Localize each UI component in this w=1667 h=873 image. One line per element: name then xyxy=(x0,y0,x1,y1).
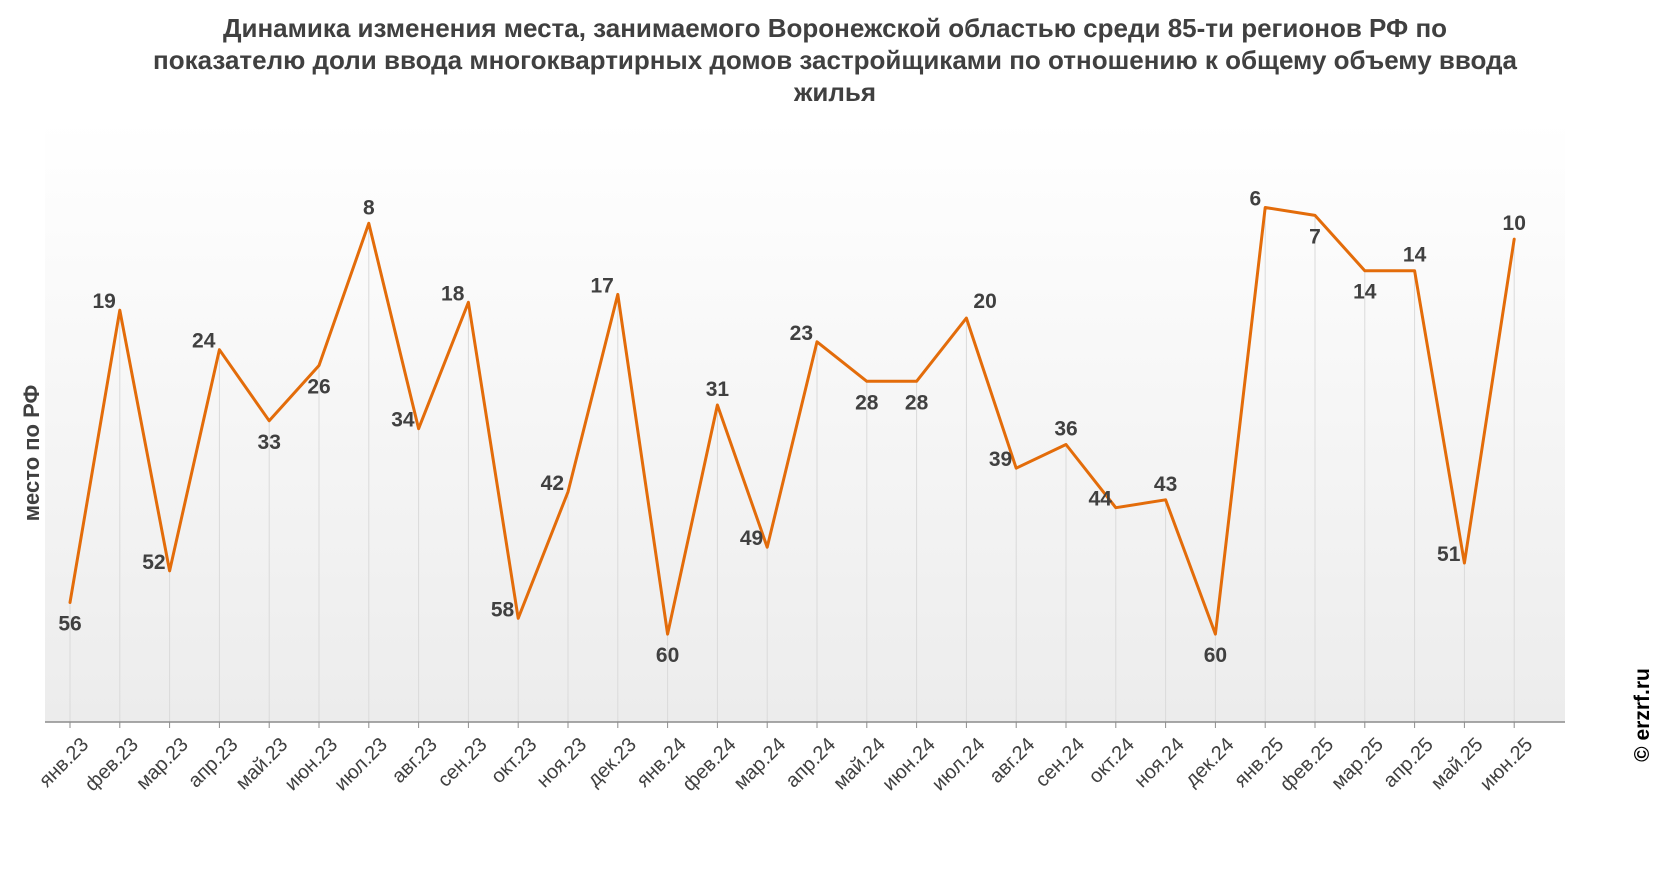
data-label: 44 xyxy=(1088,488,1112,511)
data-label: 19 xyxy=(92,290,115,313)
x-tick-label: сен.23 xyxy=(434,734,492,792)
x-tick-label: июн.24 xyxy=(878,734,940,796)
data-label: 33 xyxy=(258,431,281,454)
data-label: 42 xyxy=(541,472,564,495)
x-tick-label: апр.23 xyxy=(184,734,243,793)
x-tick-label: июл.23 xyxy=(330,734,392,796)
x-tick-label: окт.24 xyxy=(1085,734,1139,788)
data-label: 58 xyxy=(491,598,515,621)
data-label: 56 xyxy=(58,613,81,636)
data-label: 36 xyxy=(1054,418,1077,441)
x-tick-label: сен.24 xyxy=(1031,734,1089,792)
x-tick-label: июн.25 xyxy=(1476,734,1538,796)
x-axis-labels: янв.23фев.23мар.23апр.23май.23июн.23июл.… xyxy=(35,734,1537,796)
data-label: 18 xyxy=(441,282,465,305)
x-tick-label: июн.23 xyxy=(281,734,343,796)
x-tick-label: фев.24 xyxy=(678,734,740,796)
chart-title: Динамика изменения места, занимаемого Во… xyxy=(152,13,1518,107)
data-label: 28 xyxy=(855,391,879,414)
x-axis-ticks xyxy=(69,722,1515,728)
x-tick-label: июл.24 xyxy=(928,734,990,796)
data-label: 60 xyxy=(1204,644,1227,667)
data-label: 8 xyxy=(363,196,375,219)
series-line-group xyxy=(68,206,1516,636)
data-label: 51 xyxy=(1437,543,1461,566)
grid-lines xyxy=(69,207,1515,722)
x-tick-label: мар.24 xyxy=(730,734,791,795)
data-label: 20 xyxy=(973,290,996,313)
x-tick-label: ноя.23 xyxy=(533,734,592,793)
data-label: 14 xyxy=(1403,244,1427,267)
x-tick-label: авг.23 xyxy=(388,734,442,788)
x-tick-label: дек.23 xyxy=(583,734,641,792)
x-tick-label: май.23 xyxy=(232,734,293,795)
x-tick-label: авг.24 xyxy=(985,734,1039,788)
data-label: 17 xyxy=(590,274,613,297)
data-label: 43 xyxy=(1154,473,1177,496)
x-tick-label: апр.24 xyxy=(782,734,841,793)
data-label: 39 xyxy=(989,448,1012,471)
data-label: 34 xyxy=(391,409,415,432)
x-tick-label: ноя.24 xyxy=(1130,734,1189,793)
data-label: 26 xyxy=(307,376,330,399)
x-tick-label: дек.24 xyxy=(1181,734,1239,792)
x-tick-label: май.25 xyxy=(1427,734,1488,795)
x-tick-label: окт.23 xyxy=(487,734,541,788)
data-label: 14 xyxy=(1353,281,1377,304)
x-tick-label: мар.25 xyxy=(1327,734,1388,795)
x-tick-label: фев.23 xyxy=(81,734,143,796)
data-label: 52 xyxy=(142,551,165,574)
x-tick-label: май.24 xyxy=(829,734,890,795)
data-label: 31 xyxy=(706,378,730,401)
plot-background xyxy=(45,120,1565,722)
series-line xyxy=(68,206,1516,636)
data-label: 10 xyxy=(1503,212,1526,235)
x-tick-label: мар.23 xyxy=(132,734,193,795)
data-label: 24 xyxy=(192,330,216,353)
data-label: 7 xyxy=(1309,225,1321,248)
data-labels: 56 19 52 24 33 26 8 34 18 58 42 17 60 31 49 23 28 28 20 39 3… xyxy=(58,188,1526,668)
data-label: 60 xyxy=(656,644,679,667)
x-tick-label: апр.25 xyxy=(1379,734,1438,793)
data-label: 28 xyxy=(905,391,929,414)
data-label: 6 xyxy=(1250,188,1262,211)
data-label: 49 xyxy=(740,527,763,550)
data-label: 23 xyxy=(790,322,813,345)
x-tick-label: фев.25 xyxy=(1276,734,1338,796)
